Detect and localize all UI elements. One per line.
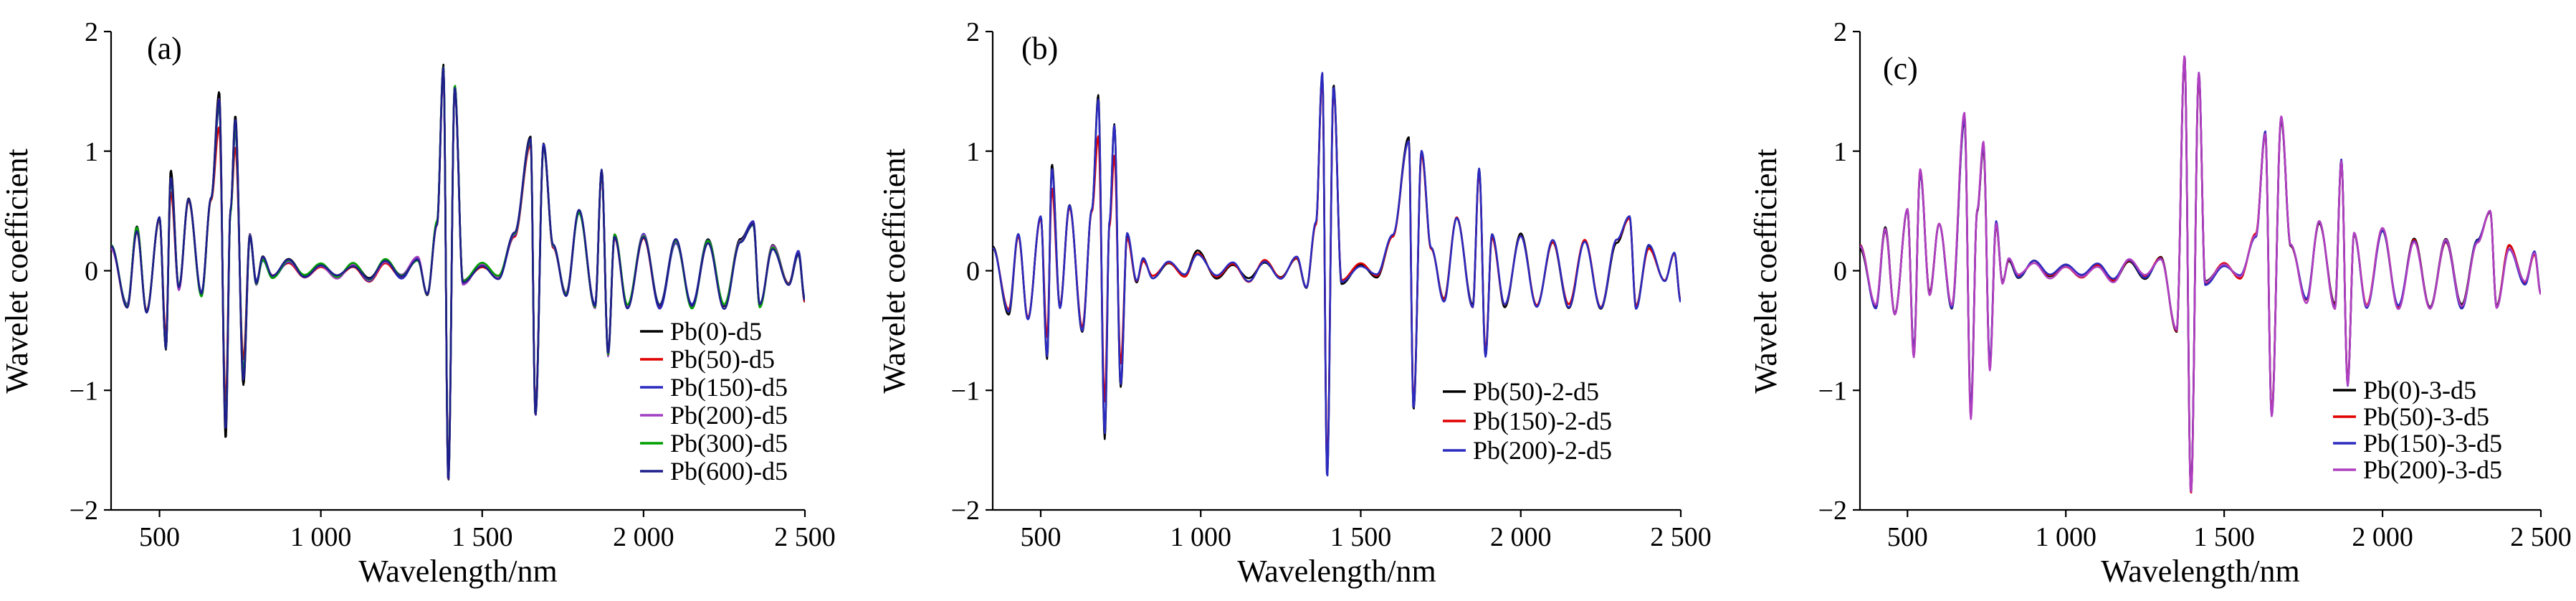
y-axis-label: Wavelet coefficient (877, 148, 912, 393)
x-axis-label: Wavelength/nm (2101, 554, 2300, 589)
legend-label: Pb(50)-3-d5 (2363, 402, 2489, 431)
legend-label: Pb(300)-d5 (670, 429, 788, 458)
x-tick-label: 2 500 (2510, 522, 2572, 552)
legend-label: Pb(0)-3-d5 (2363, 376, 2476, 404)
legend-label: Pb(150)-3-d5 (2363, 429, 2502, 458)
panel-label: (a) (147, 31, 182, 66)
legend-label: Pb(600)-d5 (670, 457, 788, 486)
y-tick-label: −2 (951, 496, 980, 526)
chart-panel-1: −2 −1 0 1 2 500 1 000 1 500 2 000 2 500 Wavelength… (0, 17, 836, 589)
x-axis-label: Wavelength/nm (358, 554, 558, 589)
y-tick-label: 0 (85, 257, 98, 287)
legend-label: Pb(50)-d5 (670, 345, 775, 374)
legend-label: Pb(200)-3-d5 (2363, 455, 2502, 484)
y-tick-label: −1 (1818, 376, 1847, 406)
x-tick-label: 1 000 (2035, 522, 2096, 552)
x-tick-label: 2 000 (2352, 522, 2413, 552)
series-line-4 (1860, 55, 2541, 493)
x-tick-label: 500 (1887, 522, 1928, 552)
y-tick-label: −2 (70, 496, 98, 526)
panel-label: (b) (1021, 31, 1058, 66)
x-tick-label: 1 500 (452, 522, 513, 552)
y-axis-label: Wavelet coefficient (0, 148, 34, 393)
legend-label: Pb(200)-2-d5 (1473, 436, 1612, 465)
x-axis-label: Wavelength/nm (1237, 554, 1436, 589)
series-line-3 (993, 72, 1681, 477)
series-line-6 (111, 67, 805, 479)
y-tick-label: 0 (1833, 257, 1847, 287)
chart-panel-2: −2 −1 0 1 2 500 1 000 1 500 2 000 2 500 Wavelength… (877, 17, 1712, 589)
y-axis-label: Wavelet coefficient (1748, 148, 1783, 393)
x-tick-label: 500 (1020, 522, 1061, 552)
legend-label: Pb(200)-d5 (670, 401, 788, 430)
legend-label: Pb(0)-d5 (670, 317, 762, 346)
x-tick-label: 1 500 (2193, 522, 2255, 552)
x-tick-label: 500 (139, 522, 180, 552)
x-tick-label: 1 500 (1330, 522, 1392, 552)
y-tick-label: 2 (1833, 17, 1847, 47)
x-tick-label: 2 000 (1490, 522, 1552, 552)
x-tick-label: 2 500 (1650, 522, 1712, 552)
x-tick-label: 2 500 (774, 522, 836, 552)
y-tick-label: 1 (966, 137, 980, 167)
panel-label: (c) (1883, 51, 1918, 86)
legend-label: Pb(150)-2-d5 (1473, 407, 1612, 435)
y-tick-label: 0 (966, 257, 980, 287)
x-tick-label: 1 000 (290, 522, 352, 552)
y-tick-label: 2 (85, 17, 98, 47)
x-tick-label: 1 000 (1170, 522, 1231, 552)
legend-label: Pb(50)-2-d5 (1473, 377, 1599, 406)
chart-panel-3: −2 −1 0 1 2 500 1 000 1 500 2 000 2 500 Wavelength… (1748, 17, 2572, 589)
y-tick-label: −1 (951, 376, 980, 406)
y-tick-label: 1 (1833, 137, 1847, 167)
y-tick-label: 2 (966, 17, 980, 47)
y-tick-label: 1 (85, 137, 98, 167)
x-tick-label: 2 000 (613, 522, 674, 552)
y-tick-label: −1 (70, 376, 98, 406)
legend-label: Pb(150)-d5 (670, 373, 788, 402)
y-tick-label: −2 (1818, 496, 1847, 526)
